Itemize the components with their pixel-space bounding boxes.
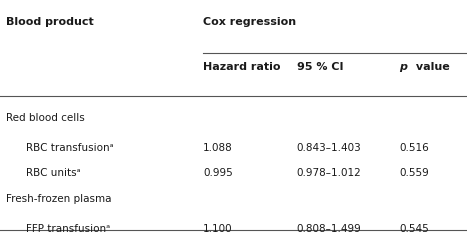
Text: Fresh-frozen plasma: Fresh-frozen plasma <box>6 194 111 204</box>
Text: 95 % CI: 95 % CI <box>297 62 343 72</box>
Text: 0.516: 0.516 <box>399 143 429 153</box>
Text: value: value <box>412 62 450 72</box>
Text: 0.978–1.012: 0.978–1.012 <box>297 168 361 178</box>
Text: FFP transfusionᵃ: FFP transfusionᵃ <box>26 224 110 234</box>
Text: 1.100: 1.100 <box>203 224 233 234</box>
Text: Cox regression: Cox regression <box>203 17 296 27</box>
Text: 0.808–1.499: 0.808–1.499 <box>297 224 361 234</box>
Text: 0.545: 0.545 <box>399 224 429 234</box>
Text: 0.843–1.403: 0.843–1.403 <box>297 143 361 153</box>
Text: RBC transfusionᵃ: RBC transfusionᵃ <box>26 143 113 153</box>
Text: 1.088: 1.088 <box>203 143 233 153</box>
Text: Hazard ratio: Hazard ratio <box>203 62 281 72</box>
Text: Blood product: Blood product <box>6 17 93 27</box>
Text: 0.995: 0.995 <box>203 168 233 178</box>
Text: RBC unitsᵃ: RBC unitsᵃ <box>26 168 80 178</box>
Text: p: p <box>399 62 407 72</box>
Text: 0.559: 0.559 <box>399 168 429 178</box>
Text: Red blood cells: Red blood cells <box>6 113 85 123</box>
